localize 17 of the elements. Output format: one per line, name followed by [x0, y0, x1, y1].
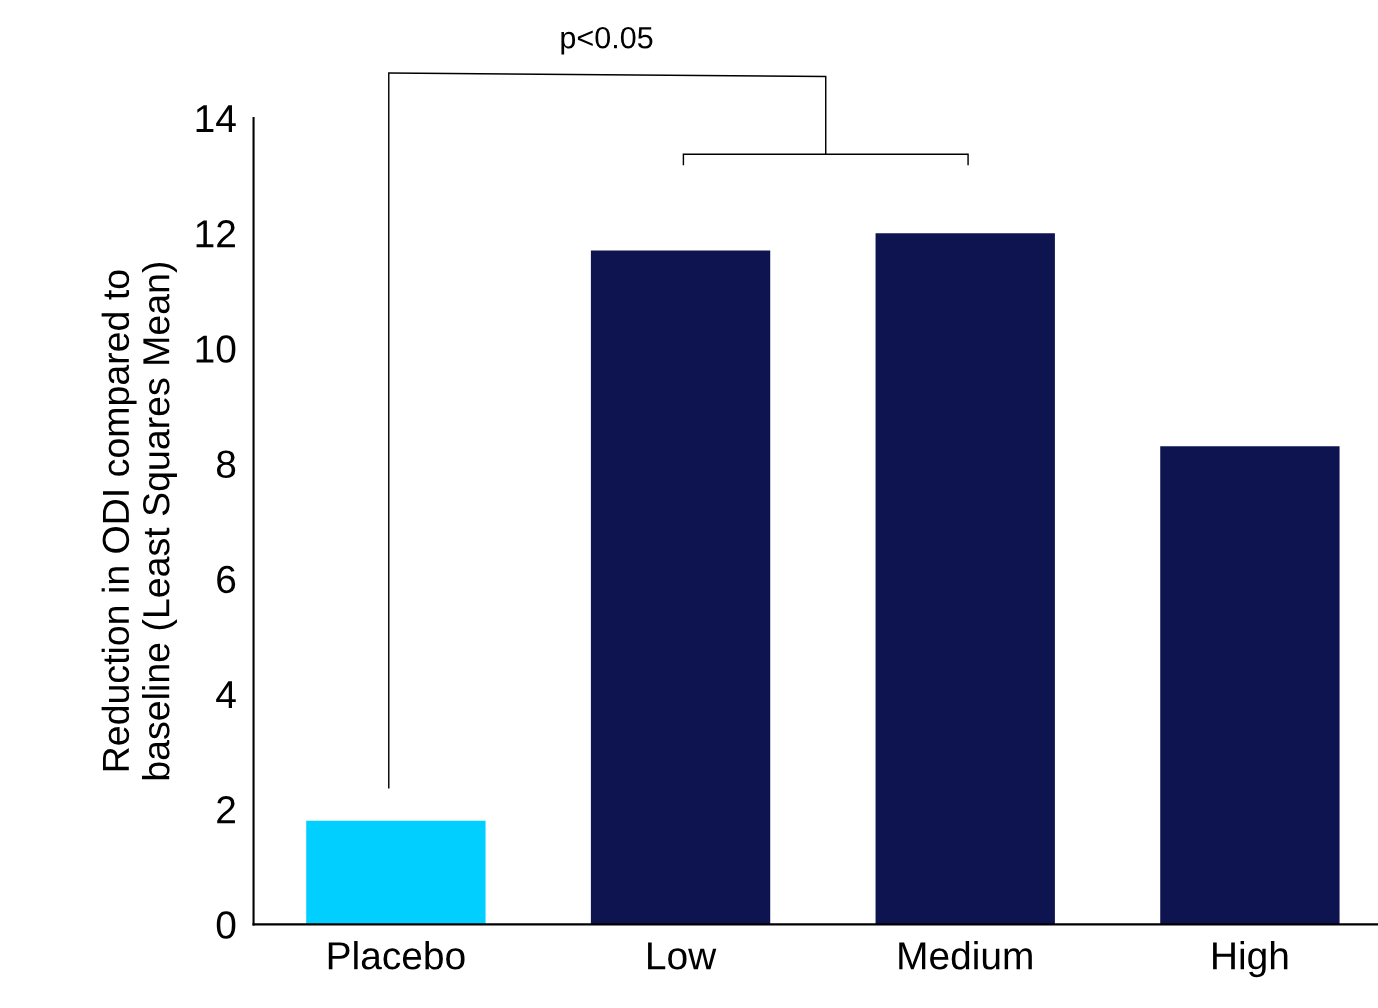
x-tick-label: Medium	[899, 941, 1032, 970]
x-tick-label: Placebo	[328, 941, 465, 970]
text: p<0.05	[561, 26, 653, 55]
y-tick-label: 0	[216, 911, 236, 939]
x-tick-label: Low	[648, 942, 717, 970]
bar	[306, 820, 486, 925]
y-tick-label: 12	[196, 220, 235, 248]
y-tick-label: 8	[216, 450, 236, 479]
y-tick-label: 2	[217, 796, 235, 824]
y-tick-label: 6	[217, 565, 236, 594]
bar	[875, 233, 1055, 925]
bar	[1160, 446, 1340, 925]
y-tick-label: 4	[216, 681, 236, 709]
y-tick-label: 14	[196, 105, 236, 133]
y-axis-title: Reduction in ODI compared to baseline (Least Squares Mean)	[101, 262, 177, 780]
x-tick-label: High	[1213, 941, 1288, 978]
y-tick-label: 10	[196, 335, 236, 363]
